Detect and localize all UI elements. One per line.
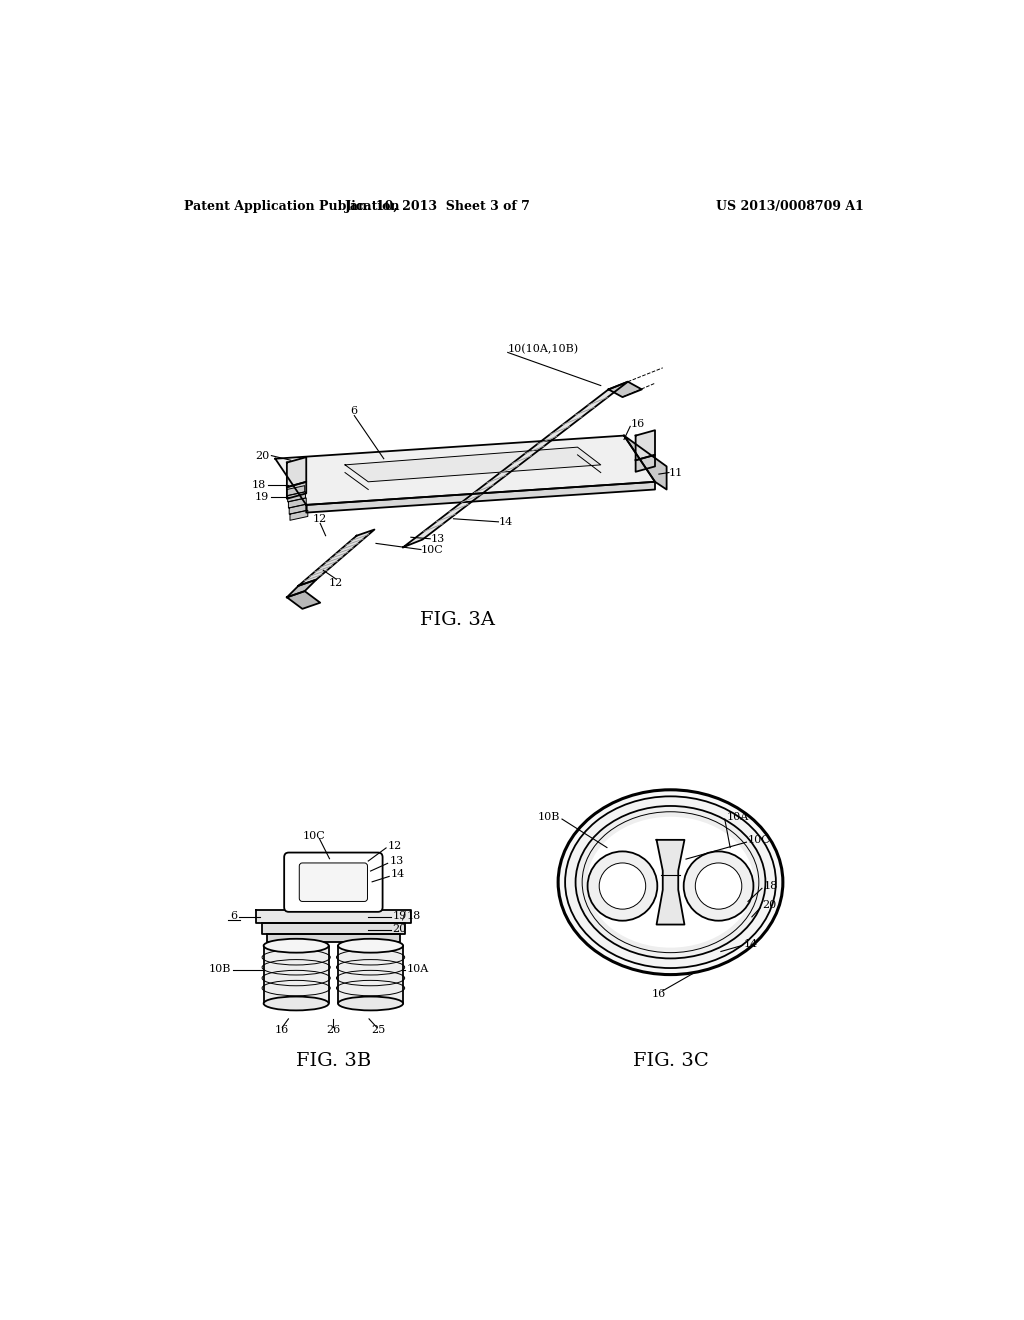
Text: 16: 16 bbox=[651, 989, 666, 999]
Ellipse shape bbox=[587, 817, 754, 948]
Polygon shape bbox=[263, 945, 329, 1003]
Text: 10C: 10C bbox=[748, 834, 771, 845]
Polygon shape bbox=[287, 591, 321, 609]
Text: 12: 12 bbox=[329, 578, 343, 589]
Text: 12: 12 bbox=[388, 841, 401, 850]
Polygon shape bbox=[289, 504, 307, 515]
Text: FIG. 3A: FIG. 3A bbox=[420, 611, 495, 630]
Text: 19: 19 bbox=[255, 492, 269, 502]
Ellipse shape bbox=[338, 939, 403, 953]
Polygon shape bbox=[287, 482, 306, 499]
Polygon shape bbox=[288, 492, 305, 502]
Polygon shape bbox=[287, 486, 305, 496]
Text: 14: 14 bbox=[391, 869, 404, 879]
Text: 18: 18 bbox=[407, 911, 421, 920]
Polygon shape bbox=[636, 430, 655, 461]
Ellipse shape bbox=[565, 796, 776, 968]
Text: 14: 14 bbox=[499, 517, 513, 527]
Text: 26: 26 bbox=[327, 1026, 341, 1035]
Ellipse shape bbox=[263, 997, 329, 1010]
Polygon shape bbox=[608, 381, 642, 397]
Polygon shape bbox=[287, 457, 306, 487]
Polygon shape bbox=[275, 436, 655, 506]
Polygon shape bbox=[290, 511, 308, 520]
Text: 16: 16 bbox=[630, 418, 644, 429]
Circle shape bbox=[695, 863, 741, 909]
Ellipse shape bbox=[263, 939, 329, 953]
Polygon shape bbox=[289, 498, 306, 508]
Text: 20: 20 bbox=[256, 450, 270, 461]
Text: 11: 11 bbox=[669, 467, 683, 478]
Text: 16: 16 bbox=[275, 1026, 290, 1035]
Text: 10A: 10A bbox=[407, 964, 429, 974]
Text: /: / bbox=[402, 911, 407, 920]
Text: 12: 12 bbox=[313, 513, 328, 524]
Text: 10(10A,10B): 10(10A,10B) bbox=[508, 345, 579, 355]
Text: FIG. 3C: FIG. 3C bbox=[633, 1052, 709, 1071]
Text: 6: 6 bbox=[230, 912, 238, 921]
Ellipse shape bbox=[583, 812, 759, 953]
Polygon shape bbox=[299, 529, 375, 586]
Text: 20: 20 bbox=[762, 900, 776, 911]
Polygon shape bbox=[266, 935, 400, 942]
Text: 13: 13 bbox=[389, 857, 403, 866]
Text: 13: 13 bbox=[430, 533, 444, 544]
Ellipse shape bbox=[338, 997, 403, 1010]
Polygon shape bbox=[256, 909, 411, 924]
Text: FIG. 3B: FIG. 3B bbox=[296, 1052, 371, 1071]
Polygon shape bbox=[403, 381, 628, 548]
Text: US 2013/0008709 A1: US 2013/0008709 A1 bbox=[717, 199, 864, 213]
Circle shape bbox=[599, 863, 646, 909]
Polygon shape bbox=[656, 840, 684, 924]
FancyBboxPatch shape bbox=[285, 853, 383, 912]
Circle shape bbox=[684, 851, 754, 921]
Polygon shape bbox=[338, 945, 403, 1003]
Text: 18: 18 bbox=[252, 480, 266, 490]
Text: 10B: 10B bbox=[538, 812, 560, 822]
Text: 14: 14 bbox=[744, 939, 759, 949]
Polygon shape bbox=[287, 579, 316, 597]
Text: 6: 6 bbox=[351, 407, 357, 416]
Text: Jan. 10, 2013  Sheet 3 of 7: Jan. 10, 2013 Sheet 3 of 7 bbox=[345, 199, 530, 213]
Circle shape bbox=[588, 851, 657, 921]
Text: 10C: 10C bbox=[303, 830, 326, 841]
Polygon shape bbox=[636, 455, 655, 471]
Text: 10A: 10A bbox=[726, 812, 749, 822]
Text: Patent Application Publication: Patent Application Publication bbox=[183, 199, 399, 213]
Text: 10C: 10C bbox=[421, 545, 443, 554]
Polygon shape bbox=[306, 482, 655, 512]
Text: 25: 25 bbox=[372, 1026, 385, 1035]
Polygon shape bbox=[624, 436, 667, 490]
FancyBboxPatch shape bbox=[299, 863, 368, 902]
Ellipse shape bbox=[575, 807, 765, 958]
Text: 18: 18 bbox=[764, 880, 778, 891]
Text: 19: 19 bbox=[392, 911, 407, 920]
Text: 20: 20 bbox=[392, 924, 407, 933]
Polygon shape bbox=[262, 924, 406, 935]
Text: 10B: 10B bbox=[209, 964, 231, 974]
Ellipse shape bbox=[558, 789, 783, 974]
Polygon shape bbox=[345, 447, 601, 482]
